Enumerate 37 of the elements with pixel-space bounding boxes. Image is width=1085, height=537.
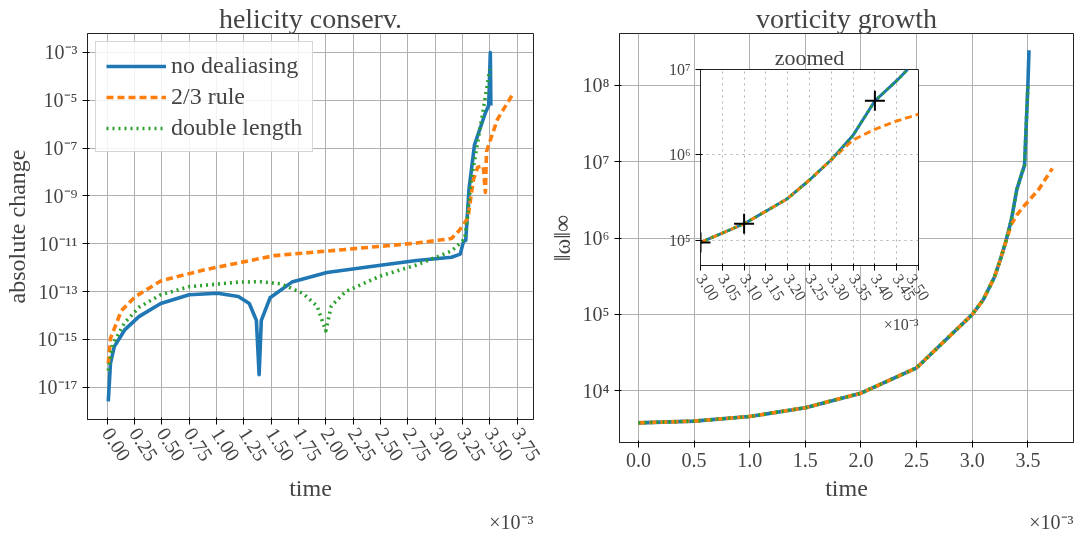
y-tick-label: 10⁻¹¹ [38, 232, 78, 255]
y-tick-label: 10⁶ [582, 227, 610, 250]
text: ×10⁻³ [1029, 510, 1074, 533]
x-tick-label: 0.5 [681, 448, 707, 471]
y-tick-label: 10⁵ [668, 232, 691, 249]
y-tick-label: 10⁻⁹ [43, 184, 78, 207]
y-tick-label: 10⁶ [668, 146, 691, 164]
y-tick-label: 10⁻¹⁷ [37, 376, 78, 399]
y-axis-title: absolute change [3, 149, 30, 304]
x-axis-title: time [825, 474, 868, 501]
y-tick-label: 10⁻³ [44, 41, 78, 64]
x-tick-label: 2.5 [904, 448, 930, 471]
y-tick-label: 10⁷ [668, 61, 691, 78]
legend-label: double length [171, 114, 303, 141]
x-tick-label: 3.5 [1015, 448, 1041, 471]
y-tick-label: 10⁸ [582, 74, 610, 97]
y-tick-label: 10⁵ [582, 303, 610, 326]
chart-title: vorticity growth [755, 2, 938, 34]
y-tick-label: 10⁴ [582, 379, 610, 402]
y-tick-label: 10⁻⁵ [43, 89, 78, 112]
y-axis-title: ‖ω‖∞ [548, 214, 575, 262]
x-tick-label: 1.5 [792, 448, 818, 471]
annotation: ×10⁻³ [883, 315, 919, 333]
x-axis-title: time [289, 474, 332, 501]
legend-label: no dealiasing [171, 52, 299, 79]
y-tick-label: 10⁻⁷ [43, 137, 78, 160]
text: ×10⁻³ [489, 510, 534, 533]
chart-title: helicity conserv. [218, 2, 403, 34]
legend-label: 2/3 rule [171, 83, 245, 110]
y-tick-label: 10⁻¹³ [38, 280, 78, 303]
y-tick-label: 10⁻¹⁵ [37, 328, 78, 351]
x-tick-label: 2.0 [848, 448, 874, 471]
y-tick-label: 10⁷ [582, 150, 610, 173]
x-tick-label: 1.0 [737, 448, 763, 471]
chart-title: zoomed [774, 44, 845, 70]
x-tick-label: 3.0 [959, 448, 985, 471]
x-tick-label: 0.0 [625, 448, 651, 471]
